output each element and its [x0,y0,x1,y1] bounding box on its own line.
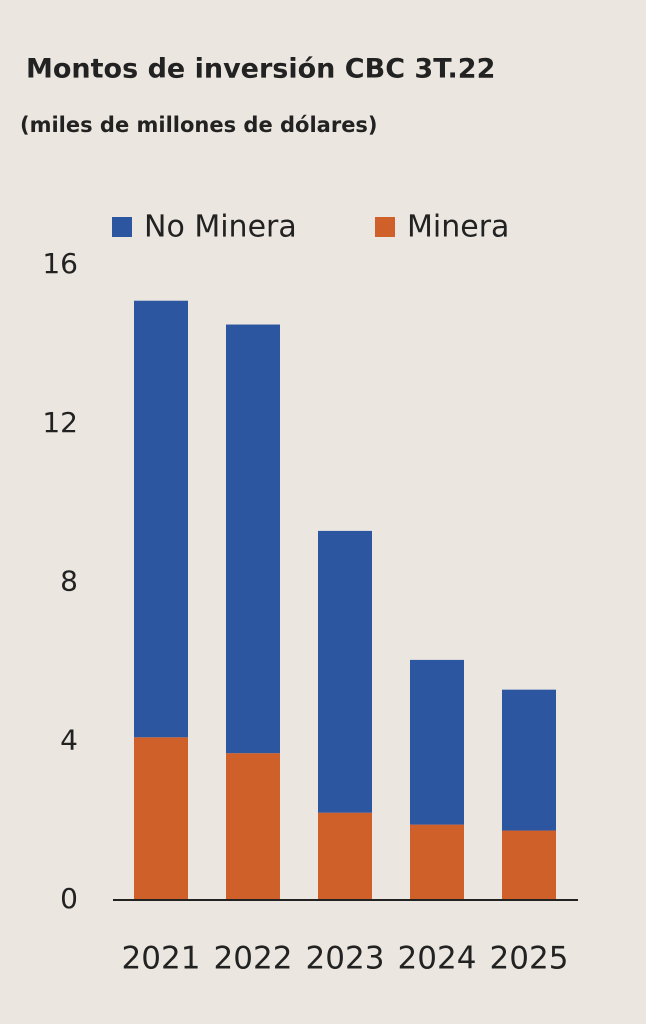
legend-label: Minera [407,210,509,245]
x-tick-label: 2023 [306,941,385,977]
bar-segment [226,324,280,754]
y-tick-label: 0 [60,882,78,915]
legend-swatch [112,217,132,237]
y-tick-label: 8 [60,565,78,598]
bar-segment [318,812,372,900]
y-tick-label: 16 [42,247,78,280]
bar-segment [502,689,556,831]
legend-swatch [375,217,395,237]
x-tick-label: 2021 [122,941,201,977]
bar-segment [410,824,464,900]
legend-label: No Minera [144,210,297,245]
y-tick-label: 12 [42,406,78,439]
chart-title: Montos de inversión CBC 3T.22 [26,54,495,85]
chart-subtitle: (miles de millones de dólares) [20,113,378,137]
x-tick-label: 2024 [398,941,477,977]
x-tick-label: 2025 [490,941,569,977]
bar-segment [318,530,372,813]
bar-segment [134,737,188,900]
bar-segment [410,659,464,825]
bar-segment [226,753,280,900]
y-tick-label: 4 [60,723,78,756]
bar-segment [502,830,556,900]
x-tick-label: 2022 [214,941,293,977]
bar-segment [134,300,188,738]
